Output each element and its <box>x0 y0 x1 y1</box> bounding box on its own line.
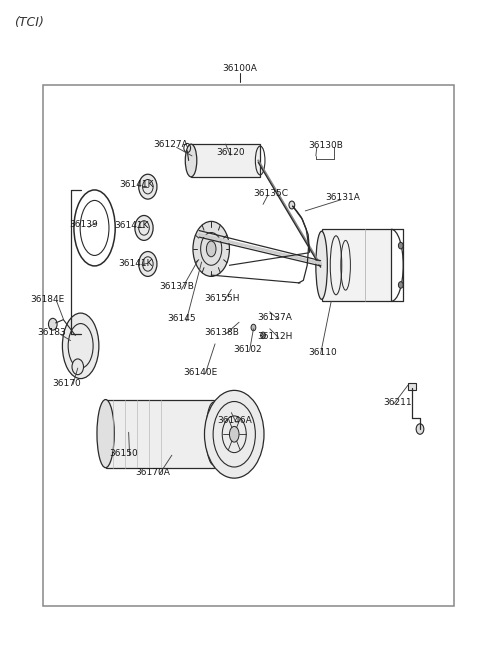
Text: 36146A: 36146A <box>217 416 252 425</box>
Ellipse shape <box>62 313 99 379</box>
Ellipse shape <box>289 201 295 209</box>
Text: 36127A: 36127A <box>153 140 188 149</box>
Text: 36155H: 36155H <box>204 293 240 303</box>
Text: 36211: 36211 <box>383 398 412 407</box>
Ellipse shape <box>185 144 197 177</box>
Text: 36183: 36183 <box>37 328 66 337</box>
Text: 36150: 36150 <box>109 449 138 458</box>
Bar <box>408 383 416 390</box>
Text: 36141K: 36141K <box>118 259 153 269</box>
Ellipse shape <box>135 215 153 240</box>
Ellipse shape <box>204 390 264 478</box>
Text: 36141K: 36141K <box>120 180 154 189</box>
Text: 36137B: 36137B <box>159 282 194 291</box>
Ellipse shape <box>261 332 265 339</box>
Text: 36139: 36139 <box>70 219 98 229</box>
Text: 36170A: 36170A <box>135 468 170 477</box>
Text: 36145: 36145 <box>167 314 196 324</box>
Text: 36110: 36110 <box>308 348 337 357</box>
Ellipse shape <box>229 426 239 442</box>
Text: 36184E: 36184E <box>30 295 64 305</box>
Text: 36135C: 36135C <box>254 189 288 198</box>
Text: 36137A: 36137A <box>257 313 292 322</box>
Ellipse shape <box>316 231 327 299</box>
Ellipse shape <box>97 400 114 468</box>
Text: 36112H: 36112H <box>257 331 292 341</box>
Text: 36131A: 36131A <box>325 193 360 202</box>
Ellipse shape <box>398 242 403 249</box>
Ellipse shape <box>139 252 157 276</box>
Ellipse shape <box>139 174 157 199</box>
Bar <box>322 229 391 301</box>
Ellipse shape <box>206 241 216 257</box>
Ellipse shape <box>72 359 84 375</box>
Bar <box>43 85 454 606</box>
Text: 36100A: 36100A <box>223 64 257 73</box>
Ellipse shape <box>398 282 403 288</box>
Text: 36120: 36120 <box>216 148 245 157</box>
Text: 36141K: 36141K <box>115 221 149 231</box>
Ellipse shape <box>416 424 424 434</box>
Text: 36170: 36170 <box>52 379 81 388</box>
Text: 36140E: 36140E <box>183 367 218 377</box>
Text: (TCI): (TCI) <box>14 16 44 29</box>
Bar <box>191 144 260 177</box>
Text: 36102: 36102 <box>233 345 262 354</box>
Ellipse shape <box>251 324 256 331</box>
Ellipse shape <box>193 221 229 276</box>
Text: 36130B: 36130B <box>308 141 343 150</box>
Bar <box>106 400 214 468</box>
Ellipse shape <box>48 318 57 330</box>
Text: 36138B: 36138B <box>204 328 239 337</box>
